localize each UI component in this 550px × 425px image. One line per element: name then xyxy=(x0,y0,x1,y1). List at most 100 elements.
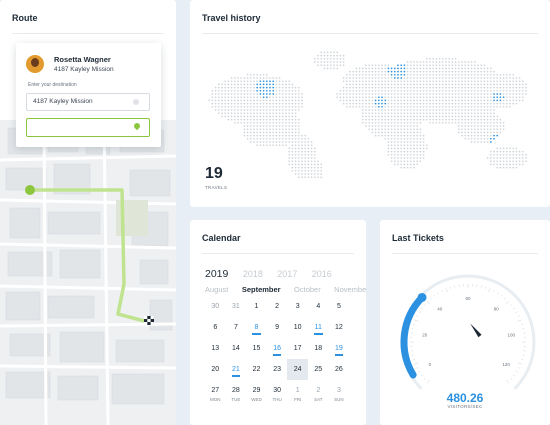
year-option[interactable]: 2017 xyxy=(277,269,298,279)
map-dot xyxy=(262,131,265,134)
calendar-day[interactable]: 14 xyxy=(231,345,240,352)
map-dot xyxy=(445,77,447,79)
map-dot xyxy=(397,147,399,150)
year-option[interactable]: 2018 xyxy=(242,269,263,279)
map-dot xyxy=(448,102,451,105)
year-option[interactable]: 2016 xyxy=(311,269,332,279)
year-option[interactable]: 2019 xyxy=(205,268,229,280)
map-dot xyxy=(323,51,326,54)
map-dot xyxy=(307,137,310,140)
month-option[interactable]: August xyxy=(205,285,229,294)
calendar-day[interactable]: 3 xyxy=(336,387,341,394)
map-dot xyxy=(313,173,316,175)
map-dot xyxy=(237,102,239,105)
calendar-day[interactable]: 30 xyxy=(211,303,220,310)
map-dot xyxy=(281,134,284,137)
visited-region-dot xyxy=(269,86,271,89)
gauge-tick xyxy=(445,288,448,293)
map-dot xyxy=(387,83,390,86)
calendar-day[interactable]: 30 xyxy=(273,387,281,394)
origin-input[interactable]: 4187 Kayley Mission xyxy=(26,93,150,111)
map-dot xyxy=(381,115,383,118)
map-dot xyxy=(390,134,393,137)
calendar-day[interactable]: 1 xyxy=(254,303,259,310)
calendar-day[interactable]: 8 xyxy=(246,317,267,338)
calendar-day[interactable]: 7 xyxy=(233,324,238,331)
map-dot xyxy=(310,144,313,147)
calendar-day[interactable]: 15 xyxy=(252,345,261,352)
gauge-tick xyxy=(416,315,419,317)
calendar-day[interactable]: 11 xyxy=(308,317,329,338)
destination-input[interactable] xyxy=(26,118,150,137)
map-dot xyxy=(464,134,467,137)
map-dot xyxy=(304,150,307,153)
map-dot xyxy=(281,112,284,115)
map-dot xyxy=(297,131,300,134)
calendar-day[interactable]: 31 xyxy=(231,303,240,310)
world-map[interactable] xyxy=(202,40,547,180)
map-dot xyxy=(297,176,300,179)
map-dot xyxy=(365,102,367,105)
calendar-day[interactable]: 26 xyxy=(334,366,343,373)
calendar-day[interactable]: 28 xyxy=(231,387,240,394)
map-dot xyxy=(278,115,281,118)
map-dot xyxy=(461,118,463,121)
map-dot xyxy=(294,137,297,140)
map-dot xyxy=(217,105,220,108)
map-dot xyxy=(246,96,249,99)
calendar-day[interactable]: 27 xyxy=(211,387,220,394)
calendar-day[interactable]: 4 xyxy=(316,303,321,310)
map-dot xyxy=(297,147,300,150)
map-dot xyxy=(269,96,271,99)
map-dot xyxy=(470,80,473,83)
calendar-day[interactable]: 2 xyxy=(316,387,321,394)
calendar-day[interactable]: 13 xyxy=(211,345,220,352)
calendar-day[interactable]: 29 xyxy=(252,387,261,394)
calendar-day[interactable]: 3 xyxy=(295,303,300,310)
map-dot xyxy=(461,102,463,105)
map-dot xyxy=(221,86,223,89)
calendar-day[interactable]: 1 xyxy=(295,387,300,394)
calendar-day[interactable]: 20 xyxy=(211,366,220,373)
visited-region-dot xyxy=(262,86,265,89)
map-dot xyxy=(477,102,479,105)
calendar-day[interactable]: 23 xyxy=(273,366,281,373)
map-dot xyxy=(329,67,332,70)
calendar-day[interactable]: 2 xyxy=(275,303,280,310)
map-dot xyxy=(525,157,527,159)
map-dot xyxy=(435,96,438,99)
map-dot xyxy=(358,105,361,108)
map-dot xyxy=(419,67,422,70)
month-option[interactable]: September xyxy=(241,285,281,294)
calendar-day[interactable]: 24 xyxy=(287,359,308,380)
calendar-day[interactable]: 25 xyxy=(314,366,323,373)
map-dot xyxy=(352,86,355,89)
map-dot xyxy=(288,160,291,163)
map-dot xyxy=(467,99,470,102)
calendar-day[interactable]: 16 xyxy=(267,338,288,359)
month-option[interactable]: November xyxy=(334,285,366,294)
map-dot xyxy=(233,80,236,83)
calendar-day[interactable]: 5 xyxy=(336,303,341,310)
month-option[interactable]: October xyxy=(294,285,321,294)
calendar-day[interactable]: 9 xyxy=(275,324,280,331)
map-dot xyxy=(221,102,223,105)
calendar-day[interactable]: 22 xyxy=(252,366,261,373)
calendar-day[interactable]: 17 xyxy=(293,345,302,352)
map-dot xyxy=(489,89,492,92)
calendar-day[interactable]: 18 xyxy=(314,345,323,352)
map-dot xyxy=(297,105,300,108)
map-dot xyxy=(349,73,351,76)
calendar-day[interactable]: 12 xyxy=(334,324,343,331)
map-dot xyxy=(451,83,454,86)
calendar-day[interactable]: 21 xyxy=(226,359,247,380)
map-dot xyxy=(249,83,252,86)
map-dot xyxy=(406,102,409,105)
calendar-day[interactable]: 19 xyxy=(329,338,350,359)
map-dot xyxy=(374,64,377,67)
gauge-tick xyxy=(515,311,518,313)
calendar-day[interactable]: 10 xyxy=(293,324,302,331)
calendar-day[interactable]: 6 xyxy=(213,324,218,331)
map-dot xyxy=(489,112,492,115)
map-dot xyxy=(381,121,383,124)
